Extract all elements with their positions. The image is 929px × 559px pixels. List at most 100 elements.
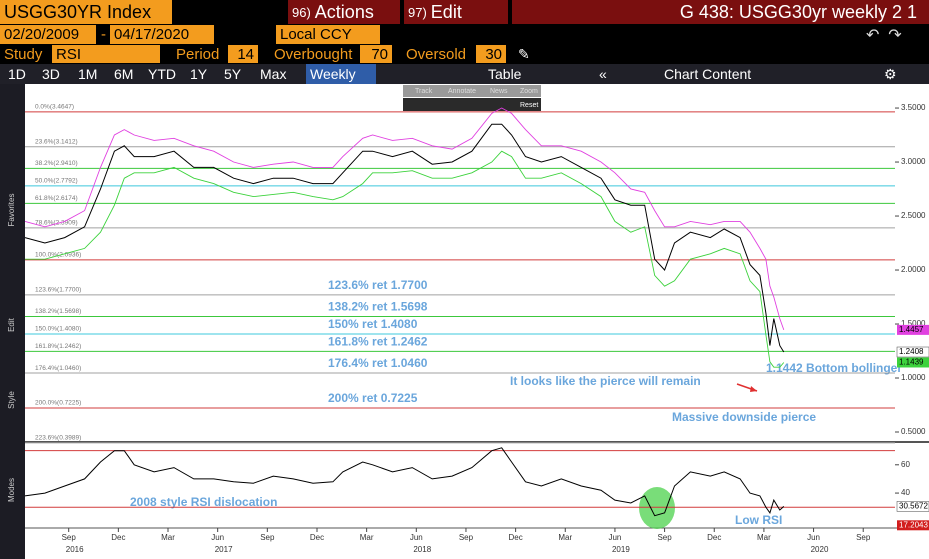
security-field[interactable]: USGG30YR Index [0, 0, 172, 24]
range-button[interactable]: 1Y [190, 66, 208, 82]
x-year-label: 2020 [811, 545, 829, 554]
study-bar: Study RSI Period 14 Overbought 70 Overso… [0, 45, 929, 63]
level-annotation: 161.8% ret 1.2462 [328, 335, 428, 349]
level-label: 161.8%(1.2462) [35, 343, 81, 350]
last-value-label: 30.5672 [899, 502, 928, 511]
level-label: 100.0%(2.0936) [35, 252, 81, 259]
x-year-label: 2017 [215, 545, 233, 554]
end-date[interactable]: 04/17/2020 [110, 25, 214, 44]
range-button[interactable]: YTD [148, 66, 176, 82]
separator: - [101, 26, 106, 43]
x-tick-label: Mar [161, 533, 175, 542]
y-tick-label: 3.5000 [901, 103, 926, 112]
y-tick-label: 0.5000 [901, 427, 926, 436]
menu-number: 96) [292, 4, 311, 20]
mini-button[interactable]: Zoom [520, 88, 538, 95]
level-label: 23.6%(3.1412) [35, 139, 78, 146]
mini-button[interactable]: Annotate [448, 88, 476, 95]
table-button[interactable]: Table [488, 66, 522, 82]
y-tick-label: 3.0000 [901, 157, 926, 166]
x-tick-label: Dec [111, 533, 125, 542]
y-tick-label: 60 [901, 460, 910, 469]
x-tick-label: Jun [807, 533, 820, 542]
value-box [897, 520, 929, 531]
level-label: 200.0%(0.7225) [35, 400, 81, 407]
settings-icon[interactable]: ⚙ [884, 65, 897, 82]
period-label: Period [176, 45, 220, 63]
y-tick-label: 2.0000 [901, 265, 926, 274]
menu-number: 97) [408, 4, 427, 20]
sidebar-label: Favorites [7, 194, 16, 227]
last-value-label: 1.1439 [899, 358, 924, 367]
level-label: 0.0%(3.4647) [35, 104, 74, 111]
mini-button[interactable]: Track [415, 88, 433, 95]
level-label: 61.8%(2.6174) [35, 195, 78, 202]
x-tick-label: Sep [62, 533, 77, 542]
value-box-label: 17.2043 [899, 520, 928, 529]
reset-button[interactable]: Reset [520, 102, 538, 109]
sidebar [0, 84, 25, 559]
y-tick-label: 40 [901, 488, 910, 497]
menu-label: Edit [430, 1, 462, 22]
currency[interactable]: Local CCY [276, 25, 380, 44]
pen-icon[interactable]: ✎ [518, 45, 530, 62]
title-bar: USGG30YR Index 96) Actions 97) Edit G 438:… [0, 0, 929, 24]
series-line [24, 107, 785, 331]
y-tick-label: 1.0000 [901, 373, 926, 382]
mini-button[interactable]: News [490, 88, 508, 95]
x-tick-label: Jun [608, 533, 621, 542]
range-button[interactable]: 1D [8, 66, 26, 82]
level-annotation: 150% ret 1.4080 [328, 317, 418, 331]
x-tick-label: Jun [410, 533, 423, 542]
actions-menu[interactable]: 96) Actions [288, 0, 400, 24]
series-line [24, 123, 785, 353]
range-bar: Weekly Table « Chart Content ⚙ 1D 3D 1M 6M Y… [0, 64, 929, 84]
x-tick-label: Mar [558, 533, 572, 542]
study-name[interactable]: RSI [52, 45, 160, 63]
level-label: 50.0%(2.7792) [35, 178, 78, 185]
x-year-label: 2019 [612, 545, 630, 554]
range-button[interactable]: 1M [78, 66, 98, 82]
oversold-value[interactable]: 30 [476, 45, 506, 63]
chart-content[interactable]: Chart Content [664, 66, 752, 82]
last-value-box [897, 324, 929, 335]
date-bar: 02/20/2009 - 04/17/2020 Local CCY ↶ ↷ [0, 25, 929, 44]
annotation: 2008 style RSI dislocation [130, 495, 277, 509]
sidebar-label: Modes [7, 478, 16, 502]
range-button[interactable]: 6M [114, 66, 134, 82]
last-value-box [897, 357, 929, 368]
arrow [736, 383, 758, 392]
x-tick-label: Sep [657, 533, 672, 542]
sidebar-label: Edit [7, 317, 16, 332]
x-year-label: 2016 [66, 545, 84, 554]
x-tick-label: Dec [508, 533, 522, 542]
series-line [24, 447, 785, 517]
undo-redo[interactable]: ↶ ↷ [866, 26, 902, 44]
level-annotation: 176.4% ret 1.0460 [328, 356, 428, 370]
period-value[interactable]: 14 [228, 45, 258, 63]
frequency[interactable]: Weekly [306, 64, 376, 84]
edit-menu[interactable]: 97) Edit [404, 0, 508, 24]
range-button[interactable]: 5Y [224, 66, 242, 82]
overbought-label: Overbought [274, 45, 353, 63]
last-value-box [896, 346, 929, 358]
last-value-label: 1.4457 [899, 325, 924, 334]
level-label: 123.6%(1.7700) [35, 287, 81, 294]
mini-toolbar [403, 85, 541, 97]
x-tick-label: Mar [757, 533, 771, 542]
start-date[interactable]: 02/20/2009 [0, 25, 96, 44]
level-annotation: 138.2% ret 1.5698 [328, 300, 428, 314]
arrow-head [750, 386, 757, 392]
oversold-label: Oversold [406, 45, 467, 63]
range-button[interactable]: 3D [42, 66, 60, 82]
overbought-value[interactable]: 70 [360, 45, 392, 63]
range-button[interactable]: Max [260, 66, 287, 82]
level-label: 176.4%(1.0460) [35, 365, 81, 372]
x-tick-label: Mar [360, 533, 374, 542]
last-value-label: 1.2408 [899, 347, 924, 356]
collapse-icon[interactable]: « [599, 66, 607, 82]
x-tick-label: Dec [707, 533, 721, 542]
x-tick-label: Sep [260, 533, 275, 542]
last-value-box [896, 501, 929, 512]
